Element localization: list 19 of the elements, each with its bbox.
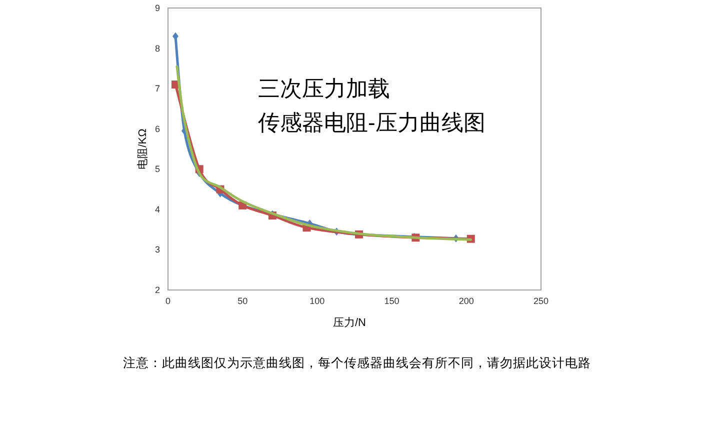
x-tick-label: 0	[165, 296, 171, 306]
y-axis-title: 电阻/KΩ	[136, 128, 149, 170]
y-tick-label: 6	[154, 124, 160, 134]
x-tick-label: 150	[384, 296, 400, 306]
x-tick-label: 100	[310, 296, 325, 306]
y-tick-label: 5	[154, 164, 160, 174]
x-axis-title: 压力/N	[333, 316, 366, 329]
y-tick-label: 2	[154, 285, 160, 295]
x-tick-label: 200	[458, 296, 474, 306]
y-tick-label: 8	[154, 43, 160, 54]
text: 三次压力加载	[258, 76, 390, 101]
y-tick-label: 7	[154, 84, 160, 94]
y-tick-label: 9	[154, 3, 160, 13]
x-tick-label: 50	[238, 296, 248, 306]
text: 传感器电阻-压力曲线图	[258, 110, 486, 135]
y-tick-label: 3	[154, 244, 160, 255]
y-tick-label: 4	[154, 204, 160, 214]
text: 注意：此曲线图仅为示意曲线图，每个传感器曲线会有所不同，请勿据此设计电路	[123, 356, 591, 370]
x-tick-label: 250	[533, 296, 549, 306]
